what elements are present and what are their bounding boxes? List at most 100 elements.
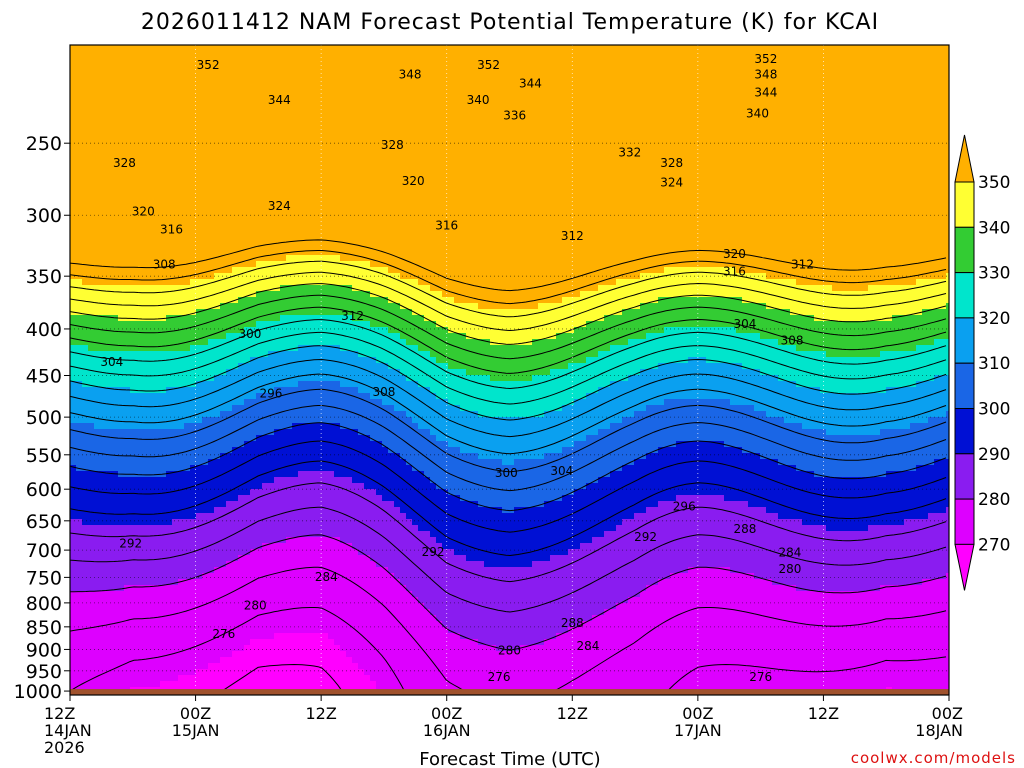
- shade-cell: [778, 231, 785, 238]
- shade-cell: [640, 105, 647, 112]
- shade-cell: [454, 195, 461, 202]
- shade-cell: [736, 75, 743, 82]
- shade-cell: [634, 243, 641, 250]
- shade-cell: [736, 141, 743, 148]
- shade-cell: [670, 51, 677, 58]
- shade-cell: [472, 81, 479, 88]
- shade-cell: [136, 117, 143, 124]
- shade-cell: [172, 99, 179, 106]
- shade-cell: [76, 69, 83, 76]
- shade-cell: [802, 225, 809, 232]
- shade-cell: [622, 183, 629, 190]
- shade-cell: [256, 93, 263, 100]
- shade-cell: [808, 237, 815, 244]
- shade-cell: [574, 45, 581, 52]
- shade-cell: [754, 147, 761, 154]
- shade-cell: [850, 159, 857, 166]
- shade-cell: [634, 117, 641, 124]
- shade-cell: [586, 111, 593, 118]
- shade-cell: [358, 177, 365, 184]
- shade-cell: [748, 153, 755, 160]
- shade-cell: [622, 141, 629, 148]
- shade-cell: [88, 81, 95, 88]
- shade-cell: [874, 105, 881, 112]
- shade-cell: [688, 231, 695, 238]
- shade-cell: [82, 177, 89, 184]
- shade-cell: [760, 117, 767, 124]
- shade-cell: [922, 159, 929, 166]
- shade-cell: [676, 165, 683, 172]
- shade-cell: [250, 57, 257, 64]
- shade-cell: [562, 135, 569, 142]
- shade-cell: [478, 51, 485, 58]
- shade-cell: [358, 213, 365, 220]
- shade-cell: [640, 81, 647, 88]
- shade-cell: [742, 243, 749, 250]
- shade-cell: [694, 129, 701, 136]
- shade-cell: [232, 93, 239, 100]
- shade-cell: [508, 237, 515, 244]
- shade-cell: [874, 129, 881, 136]
- shade-cell: [466, 93, 473, 100]
- shade-cell: [70, 123, 77, 130]
- shade-cell: [286, 153, 293, 160]
- shade-cell: [466, 87, 473, 94]
- shade-cell: [310, 99, 317, 106]
- shade-cell: [508, 135, 515, 142]
- shade-cell: [538, 219, 545, 226]
- shade-cell: [826, 183, 833, 190]
- shade-cell: [364, 207, 371, 214]
- shade-cell: [196, 219, 203, 226]
- shade-cell: [520, 141, 527, 148]
- shade-cell: [598, 75, 605, 82]
- shade-cell: [718, 117, 725, 124]
- shade-cell: [838, 129, 845, 136]
- shade-cell: [340, 243, 347, 250]
- shade-cell: [652, 231, 659, 238]
- shade-cell: [718, 105, 725, 112]
- shade-cell: [142, 195, 149, 202]
- shade-cell: [694, 231, 701, 238]
- shade-cell: [490, 219, 497, 226]
- shade-cell: [472, 207, 479, 214]
- shade-cell: [550, 45, 557, 52]
- shade-cell: [628, 231, 635, 238]
- shade-cell: [286, 141, 293, 148]
- shade-cell: [226, 141, 233, 148]
- shade-cell: [262, 243, 269, 250]
- shade-cell: [316, 207, 323, 214]
- shade-cell: [262, 141, 269, 148]
- shade-cell: [772, 45, 779, 52]
- shade-cell: [334, 219, 341, 226]
- shade-cell: [886, 171, 893, 178]
- shade-cell: [838, 57, 845, 64]
- shade-cell: [934, 165, 941, 172]
- shade-cell: [298, 63, 305, 70]
- shade-cell: [622, 237, 629, 244]
- shade-cell: [100, 189, 107, 196]
- shade-cell: [328, 75, 335, 82]
- shade-cell: [652, 201, 659, 208]
- shade-cell: [142, 87, 149, 94]
- shade-cell: [664, 63, 671, 70]
- shade-cell: [460, 195, 467, 202]
- shade-cell: [100, 117, 107, 124]
- shade-cell: [544, 243, 551, 250]
- shade-cell: [424, 243, 431, 250]
- shade-cell: [928, 225, 935, 232]
- shade-cell: [904, 237, 911, 244]
- shade-cell: [268, 93, 275, 100]
- shade-cell: [274, 45, 281, 52]
- shade-cell: [184, 57, 191, 64]
- shade-cell: [136, 237, 143, 244]
- shade-cell: [160, 177, 167, 184]
- shade-cell: [490, 147, 497, 154]
- shade-cell: [418, 213, 425, 220]
- shade-cell: [112, 147, 119, 154]
- shade-cell: [634, 135, 641, 142]
- shade-cell: [172, 195, 179, 202]
- shade-cell: [550, 165, 557, 172]
- shade-cell: [274, 57, 281, 64]
- shade-cell: [334, 141, 341, 148]
- shade-cell: [244, 183, 251, 190]
